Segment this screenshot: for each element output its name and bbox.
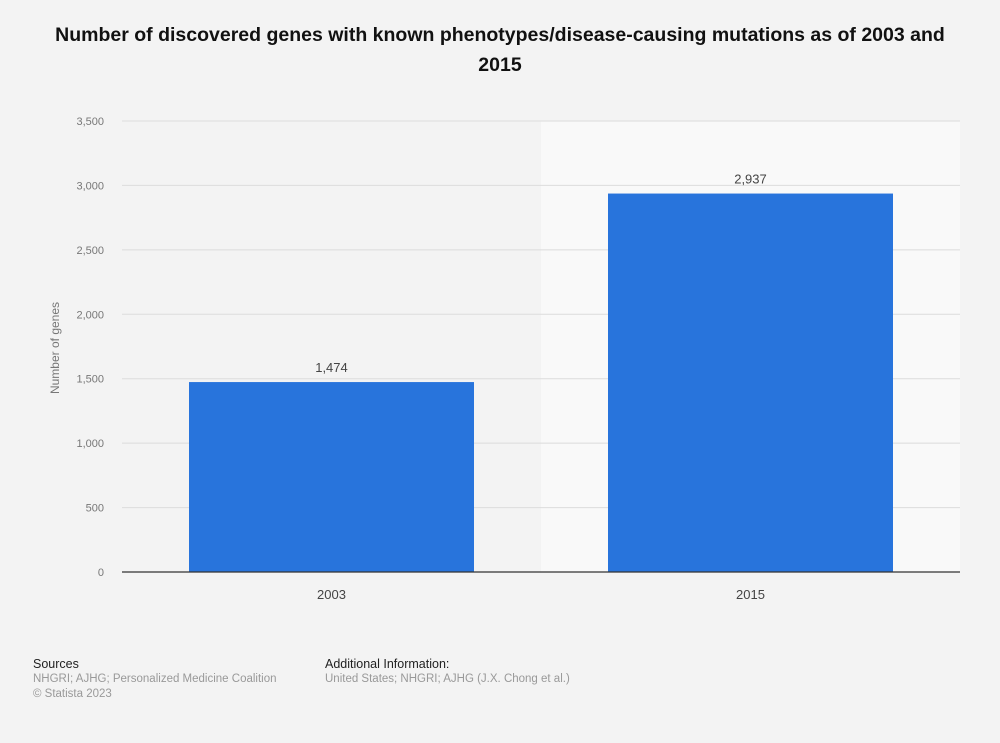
additional-info-text: United States; NHGRI; AJHG (J.X. Chong e…	[325, 673, 570, 685]
y-axis-label: Number of genes	[48, 301, 62, 395]
additional-info-block: Additional Information: United States; N…	[325, 657, 570, 687]
y-tick-label: 500	[86, 503, 104, 515]
bar-2003	[189, 382, 474, 572]
y-tick-label: 2,500	[76, 245, 104, 257]
sources-heading: Sources	[33, 657, 79, 671]
sources-text[interactable]: NHGRI; AJHG; Personalized Medicine Coali…	[33, 673, 277, 685]
sources-block: Sources NHGRI; AJHG; Personalized Medici…	[33, 657, 277, 702]
y-tick-label: 1,500	[76, 374, 104, 386]
y-tick-label: 0	[98, 567, 104, 579]
y-tick-label: 1,000	[76, 438, 104, 450]
y-tick-label: 3,000	[76, 180, 104, 192]
x-tick-label-2015: 2015	[736, 587, 765, 602]
bar-chart: 0 500 1,000 1,500 2,000 2,500 3,000 3,500 1,474 2…	[76, 116, 960, 602]
bar-2015	[608, 193, 893, 572]
chart-title: Number of discovered genes with known ph…	[55, 24, 945, 76]
copyright-text[interactable]: © Statista 2023	[33, 688, 112, 700]
additional-info-heading: Additional Information:	[325, 657, 450, 671]
y-tick-label: 3,500	[76, 116, 104, 128]
x-tick-label-2003: 2003	[317, 587, 346, 602]
data-label-2015: 2,937	[734, 172, 767, 187]
data-label-2003: 1,474	[315, 360, 348, 375]
y-tick-label: 2,000	[76, 309, 104, 321]
